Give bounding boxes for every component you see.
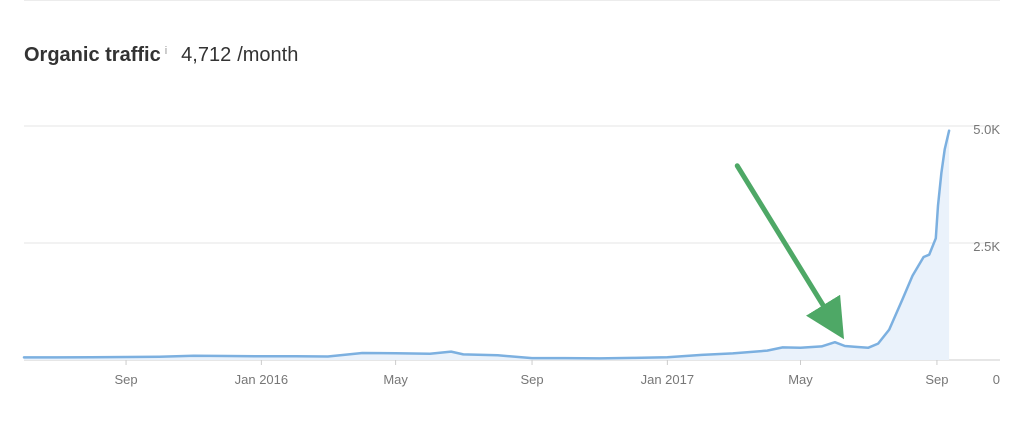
series-line <box>22 129 951 360</box>
x-tick-label: Sep <box>114 372 137 387</box>
area-layer <box>24 130 950 360</box>
y-tick-label: 0 <box>993 372 1000 387</box>
chart-header: Organic traffic i 4,712 /month <box>24 44 298 76</box>
x-tick-label: Sep <box>925 372 948 387</box>
x-tick-label: May <box>383 372 408 387</box>
annotation-arrow <box>734 163 845 340</box>
x-tick-label: Jan 2016 <box>235 372 289 387</box>
grid-lines <box>24 125 1000 361</box>
y-tick-label: 2.5K <box>973 239 1000 254</box>
chart-title: Organic traffic <box>24 44 161 66</box>
y-tick-label: 5.0K <box>973 122 1000 137</box>
info-icon[interactable]: i <box>164 45 168 57</box>
x-tick-label: Sep <box>520 372 543 387</box>
x-tick-label: Jan 2017 <box>641 372 695 387</box>
x-tick-label: May <box>788 372 813 387</box>
series-area <box>24 130 950 360</box>
top-divider <box>24 0 1000 1</box>
x-axis-ticks: Sep Jan 2016 May Sep Jan 2017 May Sep <box>114 360 948 387</box>
y-axis-ticks: 5.0K 2.5K 0 <box>973 122 1000 387</box>
traffic-value: 4,712 <box>181 44 232 66</box>
traffic-unit: /month <box>237 44 299 66</box>
line-layer <box>22 129 951 360</box>
annotation-layer <box>734 163 845 340</box>
